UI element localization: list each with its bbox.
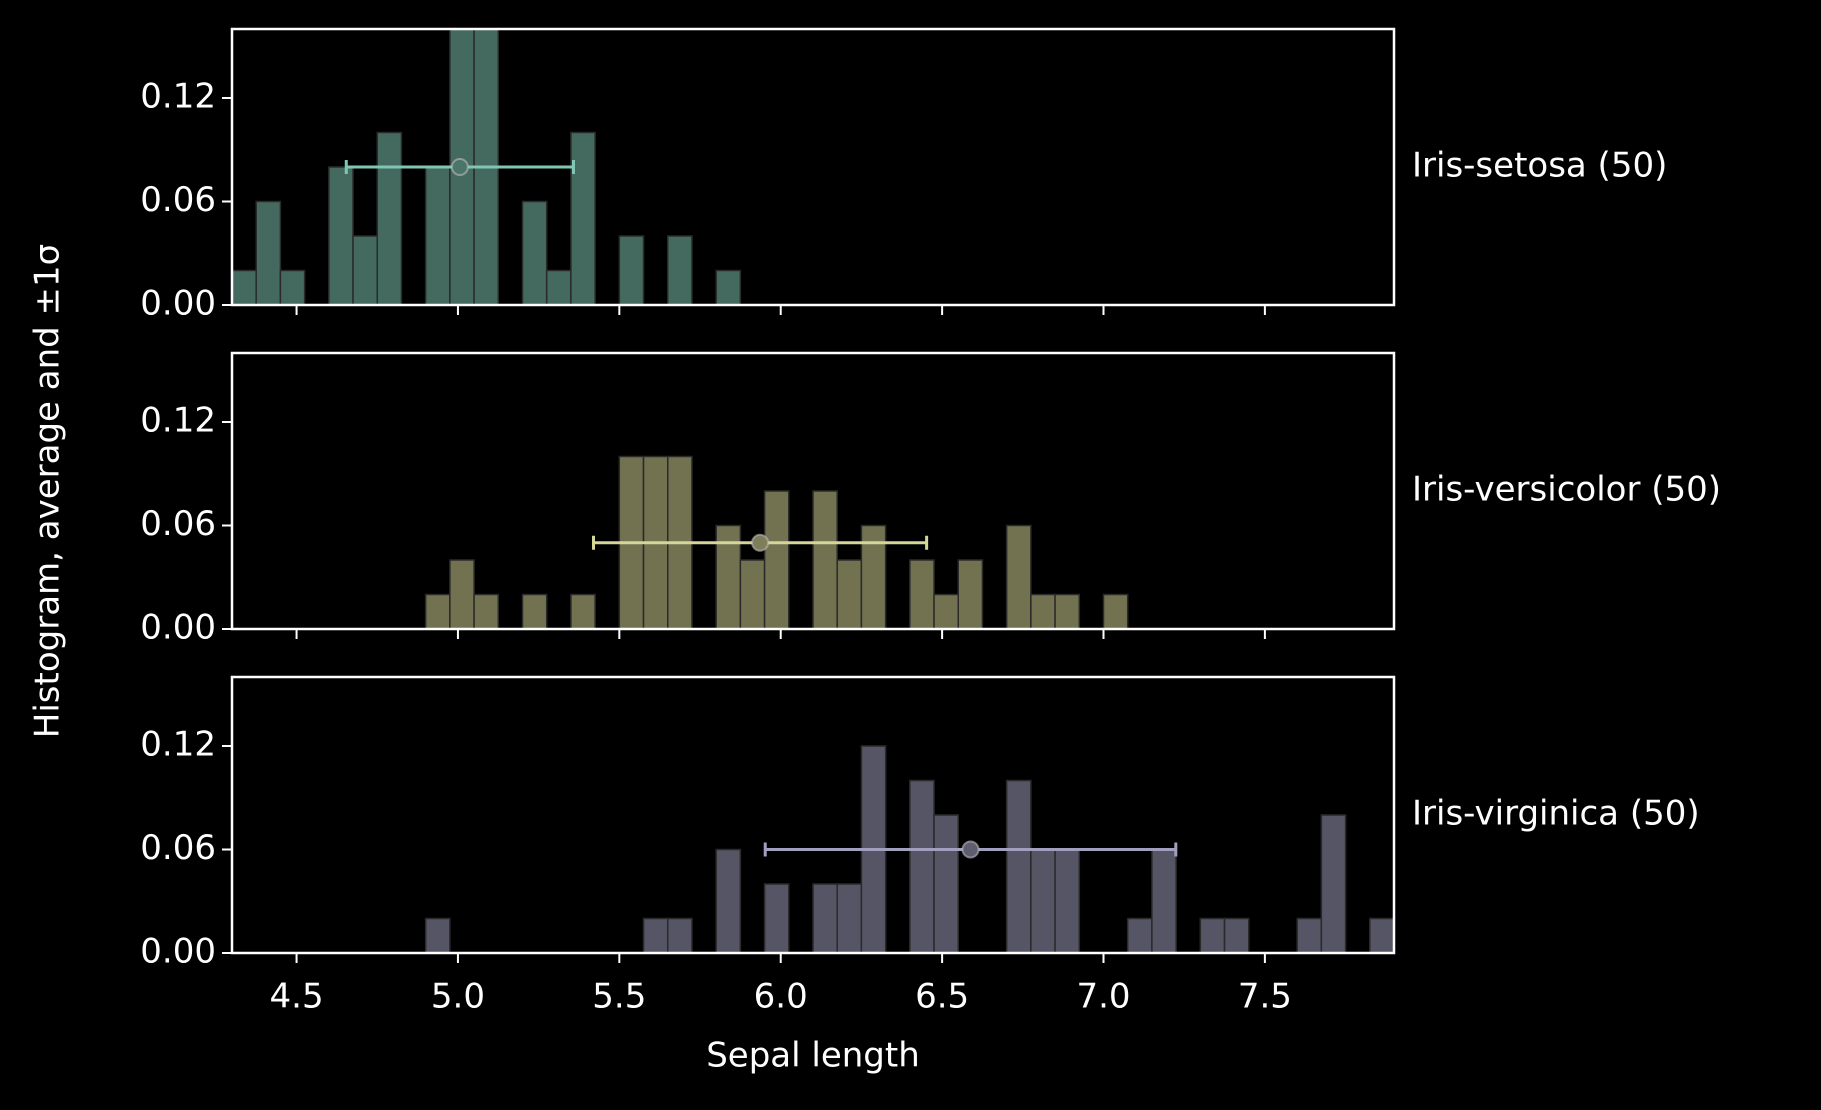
y-axis-label: Histogram, average and ±1σ bbox=[28, 244, 68, 738]
bar bbox=[715, 848, 742, 953]
y-tick-label: 0.00 bbox=[140, 932, 216, 972]
panel bbox=[232, 29, 742, 305]
bar bbox=[1005, 779, 1032, 953]
y-tick-label: 0.06 bbox=[140, 180, 216, 220]
bar bbox=[521, 593, 548, 629]
bar bbox=[715, 524, 742, 629]
y-tick-label: 0.06 bbox=[140, 504, 216, 544]
bar bbox=[376, 131, 403, 305]
y-tick-label: 0.06 bbox=[140, 828, 216, 868]
bar bbox=[449, 559, 475, 629]
bar bbox=[473, 593, 500, 629]
bar bbox=[570, 593, 596, 629]
bar bbox=[1054, 848, 1081, 953]
bar bbox=[424, 166, 451, 305]
bar bbox=[1005, 524, 1032, 629]
bar bbox=[1102, 593, 1129, 629]
bar bbox=[618, 235, 645, 305]
bar bbox=[1151, 848, 1177, 953]
x-tick-label: 4.5 bbox=[270, 977, 324, 1017]
panel-frame bbox=[230, 27, 1396, 307]
bar bbox=[1030, 593, 1056, 629]
bar bbox=[1320, 814, 1347, 953]
bar bbox=[255, 200, 282, 305]
bar bbox=[1296, 917, 1323, 953]
panel-frame bbox=[230, 351, 1396, 631]
bar bbox=[763, 883, 790, 953]
bar bbox=[860, 524, 887, 629]
bar bbox=[957, 559, 984, 629]
bar bbox=[1126, 917, 1153, 953]
bar bbox=[933, 593, 960, 629]
bar bbox=[812, 490, 838, 629]
bar bbox=[545, 269, 572, 305]
bar bbox=[836, 883, 863, 953]
bar bbox=[1223, 917, 1250, 953]
bar bbox=[909, 779, 935, 953]
bar bbox=[424, 917, 451, 953]
bar bbox=[667, 917, 693, 953]
panel bbox=[424, 745, 1394, 953]
bar bbox=[812, 883, 838, 953]
x-tick-label: 5.0 bbox=[431, 977, 485, 1017]
bar bbox=[642, 917, 669, 953]
bar bbox=[279, 269, 306, 305]
bar bbox=[1054, 593, 1081, 629]
bar bbox=[763, 490, 790, 629]
y-tick-label: 0.00 bbox=[140, 608, 216, 648]
bar bbox=[836, 559, 863, 629]
bar bbox=[232, 269, 257, 305]
series-label: Iris-virginica (50) bbox=[1412, 794, 1700, 834]
y-tick-label: 0.12 bbox=[140, 401, 216, 441]
mean-marker bbox=[961, 840, 980, 859]
bar bbox=[424, 593, 451, 629]
bar bbox=[933, 814, 960, 953]
bar bbox=[1199, 917, 1226, 953]
bar bbox=[667, 235, 693, 305]
x-tick-label: 5.5 bbox=[592, 977, 646, 1017]
bar bbox=[739, 559, 766, 629]
bar bbox=[521, 200, 548, 305]
series-label: Iris-setosa (50) bbox=[1412, 146, 1667, 186]
bar bbox=[328, 166, 354, 305]
bar bbox=[1369, 917, 1394, 953]
x-tick-label: 6.5 bbox=[915, 977, 969, 1017]
bar bbox=[1030, 848, 1056, 953]
panel-frame bbox=[230, 675, 1396, 955]
bar bbox=[715, 269, 742, 305]
mean-marker bbox=[450, 158, 469, 176]
bar bbox=[352, 235, 378, 305]
y-tick-label: 0.12 bbox=[140, 77, 216, 117]
x-tick-label: 7.0 bbox=[1076, 977, 1130, 1017]
y-tick-label: 0.12 bbox=[140, 725, 216, 765]
mean-marker bbox=[751, 533, 770, 552]
x-tick-label: 6.0 bbox=[754, 977, 808, 1017]
y-tick-label: 0.00 bbox=[140, 284, 216, 324]
bar bbox=[570, 131, 596, 305]
bar bbox=[909, 559, 935, 629]
x-axis-label: Sepal length bbox=[706, 1036, 920, 1076]
x-tick-label: 7.5 bbox=[1238, 977, 1292, 1017]
series-label: Iris-versicolor (50) bbox=[1412, 470, 1721, 510]
